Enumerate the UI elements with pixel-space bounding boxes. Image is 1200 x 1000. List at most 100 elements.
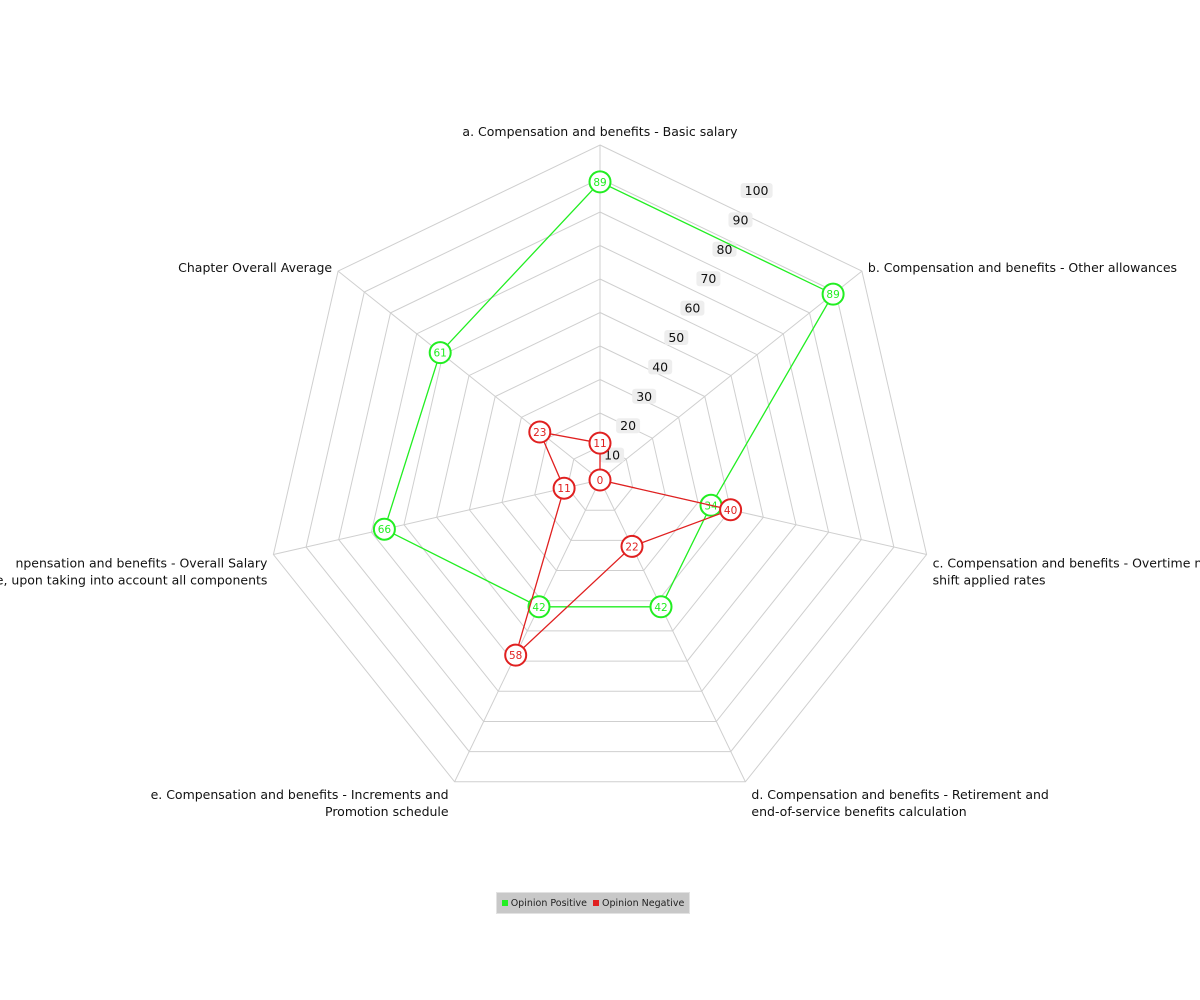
tick-60: 60 xyxy=(680,300,705,316)
category-label-line: d. Compensation and benefits - Retiremen… xyxy=(751,787,1048,802)
data-point-marker xyxy=(504,643,528,667)
category-label-line: Promotion schedule xyxy=(325,804,449,819)
category-label-line: c. Compensation and benefits - Overtime … xyxy=(933,556,1200,571)
tick-80: 80 xyxy=(712,241,737,257)
grid-ring-80 xyxy=(338,211,862,722)
category-label-1: b. Compensation and benefits - Other all… xyxy=(868,260,1177,275)
spoke-6 xyxy=(337,270,601,481)
category-label-5: npensation and benefits - Overall Salary… xyxy=(0,556,268,588)
tick-90: 90 xyxy=(728,212,753,228)
data-point-label: 42 xyxy=(532,602,545,614)
spoke-1 xyxy=(599,270,863,481)
spoke-3 xyxy=(599,479,746,783)
data-point[interactable]: 89 xyxy=(821,282,845,306)
tick-bg xyxy=(712,241,737,257)
data-point[interactable]: 58 xyxy=(504,643,528,667)
tick-label: 60 xyxy=(684,301,700,316)
tick-label: 40 xyxy=(652,359,668,374)
radar-grid xyxy=(272,144,928,783)
data-point-label: 89 xyxy=(826,289,839,301)
data-point-marker xyxy=(428,341,452,365)
legend-label-negative: Opinion Negative xyxy=(602,897,685,909)
data-point[interactable]: 40 xyxy=(719,498,743,522)
category-label-line: Chapter Overall Average xyxy=(178,260,332,275)
data-point[interactable]: 66 xyxy=(372,517,396,541)
spoke-5 xyxy=(273,479,601,555)
data-point-label: 23 xyxy=(533,427,546,439)
grid-ring-100 xyxy=(272,144,928,783)
tick-bg xyxy=(648,359,673,375)
data-point[interactable]: 89 xyxy=(588,170,612,194)
data-point-label: 22 xyxy=(625,541,638,553)
category-label-line: npensation and benefits - Overall Salary xyxy=(15,556,268,571)
tick-bg xyxy=(696,271,721,287)
grid-ring-10 xyxy=(566,445,634,511)
data-point-marker xyxy=(620,534,644,558)
data-point[interactable]: 22 xyxy=(620,534,644,558)
tick-label: 50 xyxy=(668,330,684,345)
tick-label: 80 xyxy=(717,242,733,257)
data-point[interactable]: 0 xyxy=(588,468,612,492)
data-point[interactable]: 23 xyxy=(528,420,552,444)
category-label-4: e. Compensation and benefits - Increment… xyxy=(151,787,449,819)
legend-swatch-positive xyxy=(501,900,508,906)
category-label-line: b. Compensation and benefits - Other all… xyxy=(868,260,1177,275)
data-point-marker xyxy=(588,170,612,194)
tick-40: 40 xyxy=(648,359,673,375)
tick-label: 20 xyxy=(620,418,636,433)
category-label-line: end-of-service benefits calculation xyxy=(751,804,966,819)
category-label-6: Chapter Overall Average xyxy=(178,260,332,275)
category-label-0: a. Compensation and benefits - Basic sal… xyxy=(462,124,738,139)
category-label-line: e. Compensation and benefits - Increment… xyxy=(151,787,449,802)
series-line xyxy=(383,181,835,608)
data-point[interactable]: 11 xyxy=(552,476,576,500)
tick-50: 50 xyxy=(664,330,689,345)
grid-ring-30 xyxy=(501,378,699,571)
series-0: 89 89 34 42 42 66 61 xyxy=(372,170,845,619)
tick-label: 90 xyxy=(733,212,749,227)
category-labels: a. Compensation and benefits - Basic sal… xyxy=(0,124,1200,819)
tick-bg xyxy=(680,300,705,316)
data-point-label: 61 xyxy=(434,348,447,360)
data-point-label: 11 xyxy=(557,483,570,495)
series-1: 11 0 40 22 58 11 23 xyxy=(504,420,743,667)
data-point[interactable]: 42 xyxy=(649,595,673,619)
data-point-marker xyxy=(552,476,576,500)
tick-label: 70 xyxy=(700,271,716,286)
data-point-label: 11 xyxy=(593,438,606,450)
data-point-marker xyxy=(719,498,743,522)
data-point-label: 42 xyxy=(654,602,667,614)
tick-bg xyxy=(728,212,753,228)
tick-100: 100 xyxy=(740,183,773,198)
tick-bg xyxy=(632,388,657,404)
grid-ring-60 xyxy=(403,278,797,662)
grid-ring-20 xyxy=(534,412,666,541)
category-label-2: c. Compensation and benefits - Overtime … xyxy=(933,556,1200,588)
tick-70: 70 xyxy=(696,271,721,287)
data-point-label: 66 xyxy=(378,524,392,536)
data-point[interactable]: 42 xyxy=(527,595,551,619)
spoke-4 xyxy=(454,479,601,783)
data-point-marker xyxy=(821,282,845,306)
tick-label: 10 xyxy=(604,448,620,463)
tick-30: 30 xyxy=(632,388,657,404)
data-point[interactable]: 11 xyxy=(588,431,612,455)
data-point-marker xyxy=(527,595,551,619)
data-point[interactable]: 61 xyxy=(428,341,452,365)
grid-ring-40 xyxy=(468,345,732,602)
grid-ring-90 xyxy=(305,177,895,753)
legend: Opinion Positive Opinion Negative xyxy=(496,892,690,914)
tick-label: 100 xyxy=(745,183,769,198)
legend-item-positive[interactable]: Opinion Positive xyxy=(501,898,587,909)
data-point-label: 40 xyxy=(724,505,737,517)
tick-label: 30 xyxy=(636,389,652,404)
legend-item-negative[interactable]: Opinion Negative xyxy=(593,898,684,909)
category-label-line: a. Compensation and benefits - Basic sal… xyxy=(462,124,738,139)
data-point-marker xyxy=(649,595,673,619)
tick-bg xyxy=(664,330,689,345)
category-label-3: d. Compensation and benefits - Retiremen… xyxy=(751,787,1048,819)
category-label-line: shift applied rates xyxy=(933,573,1046,588)
data-point-marker xyxy=(588,431,612,455)
